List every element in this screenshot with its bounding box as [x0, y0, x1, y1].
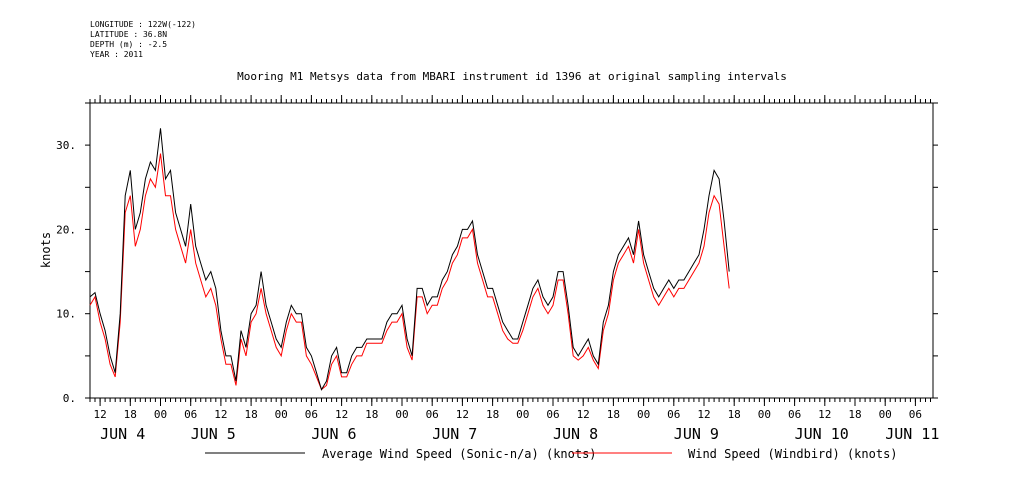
x-hour-label: 00 — [637, 408, 650, 421]
y-axis-title: knots — [39, 232, 53, 268]
y-tick-label: 30. — [56, 139, 76, 152]
x-hour-label: 12 — [818, 408, 831, 421]
series-line-sonic — [89, 128, 730, 391]
y-tick-label: 10. — [56, 308, 76, 321]
x-hour-label: 18 — [365, 408, 378, 421]
x-hour-label: 18 — [124, 408, 137, 421]
longitude-label: LONGITUDE : 122W(-122) — [90, 20, 196, 29]
x-hour-label: 00 — [395, 408, 408, 421]
x-hour-label: 06 — [426, 408, 439, 421]
x-hour-label: 12 — [456, 408, 469, 421]
x-hour-label: 06 — [305, 408, 318, 421]
x-hour-label: 00 — [879, 408, 892, 421]
x-hour-label: 00 — [758, 408, 771, 421]
x-hour-label: 18 — [607, 408, 620, 421]
latitude-label: LATITUDE : 36.8N — [90, 30, 168, 39]
legend-label-black: Average Wind Speed (Sonic-n/a) (knots) — [322, 447, 597, 461]
x-axis-labels: 12 18 00 06 12 18 00 06 12 18 00 06 12 18 00 06 12 18 00 06… — [93, 408, 939, 443]
x-hour-label: 06 — [184, 408, 197, 421]
x-day-label: JUN 9 — [674, 425, 719, 443]
x-hour-label: 00 — [154, 408, 167, 421]
x-hour-label: 18 — [728, 408, 741, 421]
x-hour-label: 12 — [93, 408, 106, 421]
x-hour-label: 12 — [214, 408, 227, 421]
legend-label-red: Wind Speed (Windbird) (knots) — [688, 447, 898, 461]
series-line-windbird — [89, 153, 730, 391]
x-hour-label: 12 — [697, 408, 710, 421]
chart-title: Mooring M1 Metsys data from MBARI instru… — [237, 70, 787, 83]
x-day-label: JUN 5 — [191, 425, 236, 443]
x-day-label: JUN 8 — [553, 425, 598, 443]
x-hour-label: 06 — [667, 408, 680, 421]
legend: Average Wind Speed (Sonic-n/a) (knots) W… — [205, 447, 898, 461]
y-tick-label: 0. — [63, 392, 76, 405]
mooring-metadata: LONGITUDE : 122W(-122) LATITUDE : 36.8N … — [90, 20, 196, 60]
x-hour-label: 06 — [546, 408, 559, 421]
x-hour-label: 12 — [335, 408, 348, 421]
x-hour-label: 06 — [909, 408, 922, 421]
x-day-label: JUN 4 — [100, 425, 145, 443]
major-ticks — [99, 95, 916, 406]
x-hour-label: 18 — [486, 408, 499, 421]
plot-frame — [89, 102, 934, 399]
year-label: YEAR : 2011 — [90, 50, 143, 59]
x-day-label: JUN 10 — [795, 425, 849, 443]
y-axis-labels: 0. 10. 20. 30. — [56, 139, 76, 405]
series-layer — [89, 128, 730, 391]
x-hour-label: 00 — [275, 408, 288, 421]
y-tick-label: 20. — [56, 223, 76, 236]
x-hour-label: 06 — [788, 408, 801, 421]
x-day-label: JUN 6 — [311, 425, 356, 443]
depth-label: DEPTH (m) : -2.5 — [90, 40, 168, 49]
x-hour-label: 00 — [516, 408, 529, 421]
minor-ticks — [85, 99, 938, 402]
x-hour-label: 18 — [848, 408, 861, 421]
x-day-label: JUN 7 — [432, 425, 477, 443]
x-hour-label: 12 — [577, 408, 590, 421]
x-hour-label: 18 — [244, 408, 257, 421]
x-day-label: JUN 11 — [885, 425, 939, 443]
